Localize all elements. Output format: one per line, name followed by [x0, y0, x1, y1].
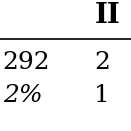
Text: 2: 2	[94, 51, 110, 74]
Text: II: II	[94, 2, 120, 29]
Text: 292: 292	[3, 51, 50, 74]
Text: 1: 1	[94, 84, 110, 107]
Text: 2%: 2%	[3, 84, 42, 107]
